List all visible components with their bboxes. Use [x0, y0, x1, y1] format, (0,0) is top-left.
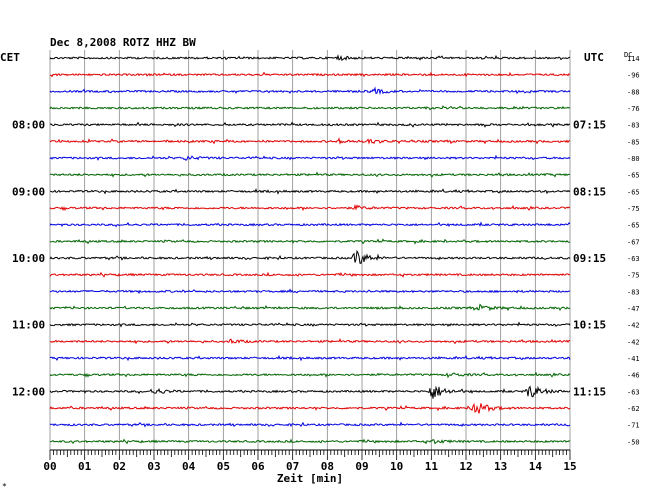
trace-row-2	[49, 86, 571, 95]
x-tick-label: 10	[390, 460, 403, 473]
dc-header-label: DC	[624, 51, 632, 59]
dc-offset-label: -65	[627, 188, 640, 196]
dc-offset-label: -71	[627, 422, 640, 430]
dc-offset-label: -46	[627, 372, 640, 380]
trace-row-14	[49, 288, 571, 295]
trace-row-17	[49, 338, 570, 345]
x-axis-label: Zeit [min]	[277, 472, 343, 485]
x-tick-label: 05	[217, 460, 230, 473]
trace-row-3	[49, 105, 571, 111]
right-timezone-label: UTC	[584, 51, 604, 64]
dc-offset-label: -41	[627, 355, 640, 363]
x-tick-label: 01	[78, 460, 92, 473]
x-tick-label: 04	[182, 460, 196, 473]
trace-row-18	[49, 354, 571, 362]
trace-row-8	[49, 188, 571, 195]
dc-offset-label: -85	[627, 138, 640, 146]
dc-offset-label: -63	[627, 388, 640, 396]
left-hour-label: 09:00	[12, 185, 45, 198]
x-axis: 00 01 02 03 04 05 06 07 08 09 10 11 12 13 14 15	[43, 449, 577, 473]
trace-row-11	[49, 238, 570, 245]
x-tick-label: 02	[113, 460, 126, 473]
trace-row-6	[49, 154, 571, 162]
dc-offset-label: -75	[627, 205, 640, 213]
right-hour-label: 09:15	[573, 252, 606, 265]
trace-row-10	[49, 221, 571, 228]
x-tick-label: 07	[286, 460, 299, 473]
dc-offset-label: -47	[627, 305, 640, 313]
trace-row-9	[49, 204, 571, 212]
trace-row-0	[49, 53, 571, 62]
x-tick-label: 13	[494, 460, 507, 473]
dc-offset-label: -83	[627, 122, 640, 130]
trace-row-23	[49, 438, 571, 445]
trace-row-12	[49, 249, 571, 264]
dc-offset-label: -83	[627, 288, 640, 296]
trace-row-21	[49, 402, 571, 414]
dc-offset-label: -65	[627, 172, 640, 180]
dc-offset-label: 114	[627, 55, 640, 63]
dc-offset-label: -65	[627, 222, 640, 230]
right-hour-label: 07:15	[573, 119, 606, 132]
trace-row-20	[49, 385, 571, 399]
chart-title: Dec 8,2008 ROTZ HHZ BW	[50, 36, 196, 49]
x-tick-label: 09	[355, 460, 368, 473]
corner-mark: *	[2, 482, 7, 491]
right-hour-label: 10:15	[573, 319, 606, 332]
trace-row-1	[50, 71, 571, 78]
x-tick-label: 14	[529, 460, 543, 473]
x-tick-label: 03	[147, 460, 160, 473]
trace-row-4	[49, 121, 571, 128]
dc-offset-label: -42	[627, 338, 640, 346]
dc-offset-label: -67	[627, 238, 640, 246]
x-tick-label: 08	[321, 460, 334, 473]
time-gridlines	[49, 50, 571, 450]
dc-offset-label: -88	[627, 88, 640, 96]
dc-offset-label: -75	[627, 272, 640, 280]
trace-row-15	[49, 303, 571, 312]
left-hour-label: 12:00	[12, 385, 45, 398]
dc-offset-label: -63	[627, 255, 640, 263]
left-hour-label: 11:00	[12, 319, 45, 332]
left-hour-label: 10:00	[12, 252, 45, 265]
dc-offset-label: -42	[627, 322, 640, 330]
x-tick-label: 06	[251, 460, 265, 473]
dc-offset-label: -62	[627, 405, 640, 413]
x-tick-label: 11	[425, 460, 439, 473]
right-hour-label: 08:15	[573, 185, 606, 198]
x-tick-label: 12	[459, 460, 472, 473]
left-hour-label: 08:00	[12, 119, 45, 132]
row-labels: 114 -96 -88 -76 -83 -85 -80 -65 -65 -75 -65 -67 -63 -…	[12, 55, 640, 446]
trace-row-16	[49, 321, 571, 328]
dc-offset-label: -96	[627, 72, 640, 80]
dc-offset-label: -80	[627, 155, 640, 163]
right-hour-label: 11:15	[573, 385, 606, 398]
trace-row-5	[49, 137, 571, 145]
dc-offset-label: -50	[627, 438, 640, 446]
dc-offset-label: -76	[627, 105, 640, 113]
trace-row-7	[49, 171, 570, 178]
trace-row-13	[49, 271, 571, 278]
trace-rows	[49, 53, 571, 445]
trace-row-19	[49, 371, 571, 379]
trace-row-22	[49, 421, 571, 428]
left-timezone-label: CET	[0, 51, 20, 64]
x-tick-label: 00	[43, 460, 56, 473]
x-tick-label: 15	[563, 460, 576, 473]
